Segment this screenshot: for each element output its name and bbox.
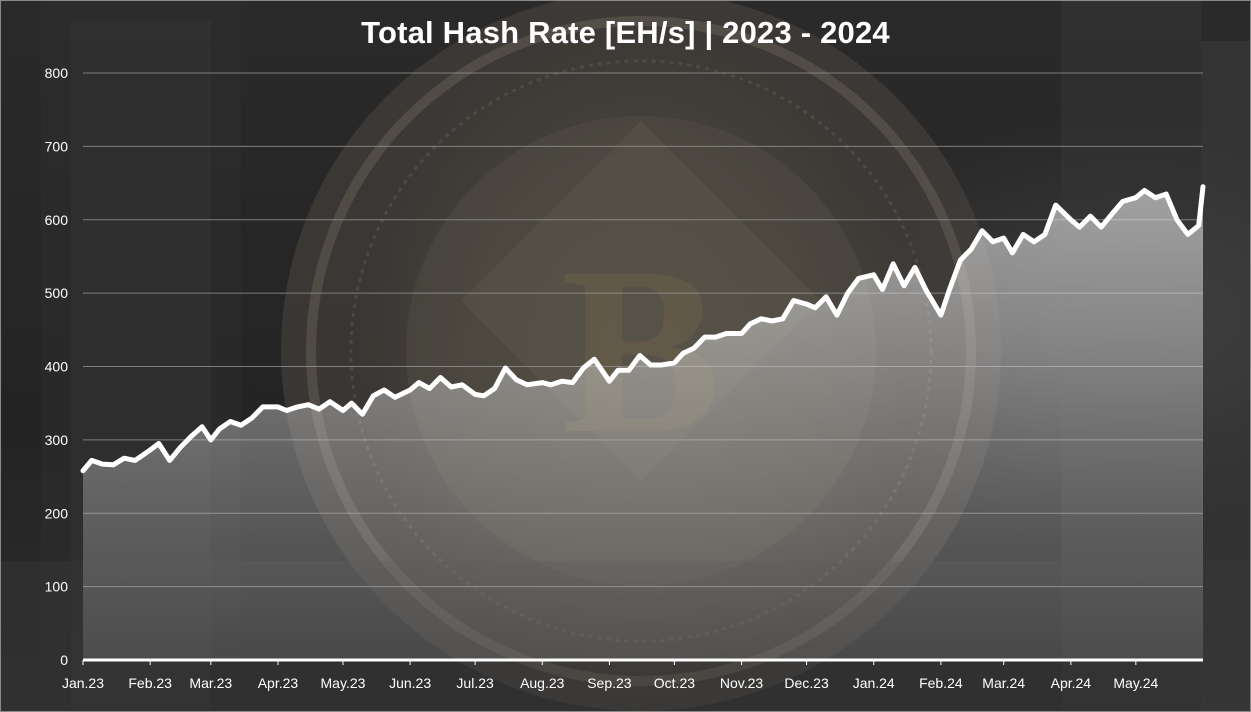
y-tick-label: 700 (45, 138, 69, 154)
x-tick-label: Sep.23 (587, 675, 632, 691)
y-tick-label: 100 (45, 579, 69, 595)
x-tick-label: Jun.23 (389, 675, 431, 691)
y-tick-label: 400 (45, 359, 69, 375)
x-axis-ticks: Jan.23 Feb.23 Mar.23 Apr.23 May.23 Jun.23 Jul.… (62, 660, 1158, 691)
y-tick-label: 500 (45, 285, 69, 301)
x-tick-label: Apr.24 (1051, 675, 1092, 691)
x-tick-label: Nov.23 (720, 675, 764, 691)
y-tick-label: 300 (45, 432, 69, 448)
hash-rate-area (83, 186, 1203, 660)
y-tick-label: 0 (60, 652, 68, 668)
x-tick-label: May.23 (321, 675, 366, 691)
x-tick-label: Feb.24 (919, 675, 963, 691)
x-tick-label: Apr.23 (258, 675, 299, 691)
y-tick-label: 200 (45, 505, 69, 521)
x-tick-label: May.24 (1113, 675, 1158, 691)
y-tick-label: 600 (45, 212, 69, 228)
x-tick-label: Oct.23 (654, 675, 695, 691)
y-tick-label: 800 (45, 65, 69, 81)
y-axis-ticks: 0 100 200 300 400 500 600 700 800 (45, 65, 69, 668)
x-tick-label: Jan.23 (62, 675, 104, 691)
hash-rate-series-line (80, 184, 1206, 474)
x-tick-label: Jan.24 (853, 675, 895, 691)
x-tick-label: Feb.23 (128, 675, 172, 691)
x-tick-label: Mar.24 (982, 675, 1025, 691)
chart-title: Total Hash Rate [EH/s] | 2023 - 2024 (361, 15, 890, 50)
x-tick-label: Aug.23 (520, 675, 565, 691)
x-tick-label: Dec.23 (784, 675, 829, 691)
x-tick-label: Mar.23 (189, 675, 232, 691)
x-tick-label: Jul.23 (456, 675, 494, 691)
